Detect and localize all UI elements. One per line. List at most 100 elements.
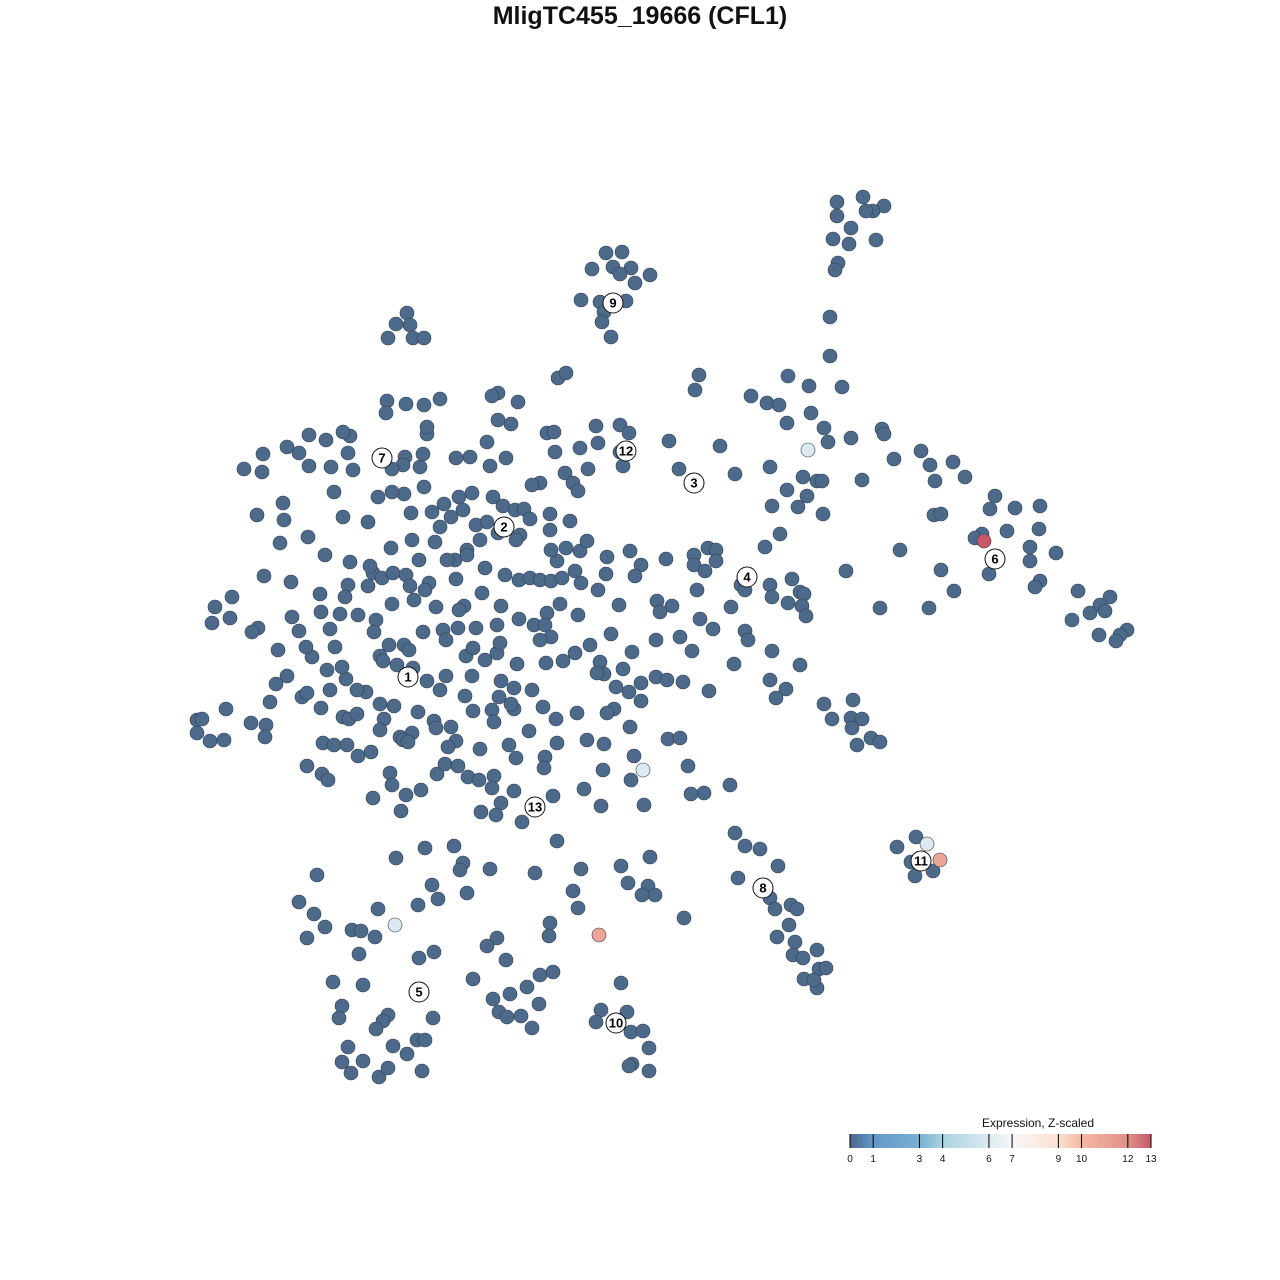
data-point bbox=[413, 782, 429, 798]
data-point bbox=[539, 605, 555, 621]
data-point bbox=[634, 887, 650, 903]
data-point bbox=[622, 719, 638, 735]
data-point bbox=[485, 991, 501, 1007]
data-point bbox=[816, 420, 832, 436]
data-point bbox=[412, 459, 428, 475]
data-point bbox=[672, 730, 688, 746]
data-point bbox=[506, 680, 522, 696]
data-point bbox=[503, 416, 519, 432]
data-point bbox=[772, 526, 788, 542]
data-point bbox=[800, 442, 816, 458]
data-point bbox=[385, 1038, 401, 1054]
data-point bbox=[355, 1053, 371, 1069]
data-point bbox=[987, 488, 1003, 504]
data-point bbox=[590, 582, 606, 598]
data-point bbox=[468, 620, 484, 636]
data-point bbox=[450, 758, 466, 774]
data-point bbox=[309, 867, 325, 883]
data-point bbox=[426, 944, 442, 960]
data-point bbox=[932, 852, 948, 868]
data-point bbox=[427, 534, 443, 550]
data-point bbox=[249, 507, 265, 523]
data-point bbox=[522, 511, 538, 527]
data-point bbox=[202, 733, 218, 749]
data-point bbox=[562, 513, 578, 529]
data-point bbox=[524, 477, 540, 493]
data-point bbox=[552, 596, 568, 612]
data-point bbox=[554, 570, 570, 586]
data-point bbox=[389, 657, 405, 673]
data-point bbox=[244, 624, 260, 640]
data-point bbox=[687, 382, 703, 398]
data-point bbox=[254, 464, 270, 480]
data-point bbox=[769, 929, 785, 945]
data-point bbox=[508, 750, 524, 766]
data-point bbox=[189, 725, 205, 741]
data-point bbox=[555, 653, 571, 669]
data-point bbox=[545, 964, 561, 980]
cluster-label-badge bbox=[752, 877, 774, 899]
data-point bbox=[499, 1009, 515, 1025]
data-point bbox=[521, 723, 537, 739]
data-point bbox=[360, 514, 376, 530]
data-point bbox=[957, 469, 973, 485]
data-point bbox=[464, 485, 480, 501]
data-point bbox=[464, 668, 480, 684]
data-point bbox=[622, 543, 638, 559]
data-point bbox=[410, 704, 426, 720]
data-point bbox=[509, 656, 525, 672]
data-point bbox=[502, 986, 518, 1002]
data-point bbox=[484, 702, 500, 718]
data-point bbox=[323, 459, 339, 475]
data-point bbox=[299, 758, 315, 774]
data-point bbox=[757, 539, 773, 555]
legend-colorbar bbox=[850, 1134, 1151, 1148]
cluster-label-badge bbox=[408, 981, 430, 1003]
cluster-label-badge bbox=[602, 292, 624, 314]
data-point bbox=[301, 427, 317, 443]
data-point bbox=[291, 894, 307, 910]
data-point bbox=[752, 841, 768, 857]
data-point bbox=[484, 780, 500, 796]
data-point bbox=[350, 607, 366, 623]
data-point bbox=[489, 930, 505, 946]
data-point bbox=[620, 875, 636, 891]
data-point bbox=[399, 305, 415, 321]
data-point bbox=[367, 929, 383, 945]
data-point bbox=[257, 729, 273, 745]
data-point bbox=[313, 700, 329, 716]
data-point bbox=[1082, 605, 1098, 621]
data-point bbox=[243, 715, 259, 731]
data-point bbox=[331, 1010, 347, 1026]
data-point bbox=[927, 473, 943, 489]
data-point bbox=[976, 533, 992, 549]
data-point bbox=[999, 523, 1015, 539]
data-point bbox=[784, 571, 800, 587]
data-point bbox=[854, 472, 870, 488]
data-point bbox=[1032, 498, 1048, 514]
data-point bbox=[411, 950, 427, 966]
cluster-label-6: 6 bbox=[984, 548, 1006, 570]
data-point bbox=[531, 996, 547, 1012]
data-point bbox=[796, 586, 812, 602]
data-point bbox=[570, 900, 586, 916]
data-point bbox=[557, 465, 573, 481]
data-point bbox=[613, 975, 629, 991]
data-point bbox=[438, 668, 454, 684]
data-point bbox=[612, 266, 628, 282]
data-point bbox=[567, 563, 583, 579]
data-point bbox=[672, 629, 688, 645]
data-point bbox=[671, 461, 687, 477]
data-point bbox=[626, 748, 642, 764]
data-point bbox=[780, 595, 796, 611]
data-point bbox=[945, 454, 961, 470]
cluster-label-9: 9 bbox=[602, 292, 624, 314]
data-point bbox=[855, 189, 871, 205]
cluster-label-5: 5 bbox=[408, 981, 430, 1003]
data-point bbox=[762, 672, 778, 688]
data-point bbox=[573, 861, 589, 877]
data-point bbox=[366, 624, 382, 640]
data-point bbox=[573, 292, 589, 308]
data-point bbox=[317, 919, 333, 935]
data-point bbox=[451, 602, 467, 618]
